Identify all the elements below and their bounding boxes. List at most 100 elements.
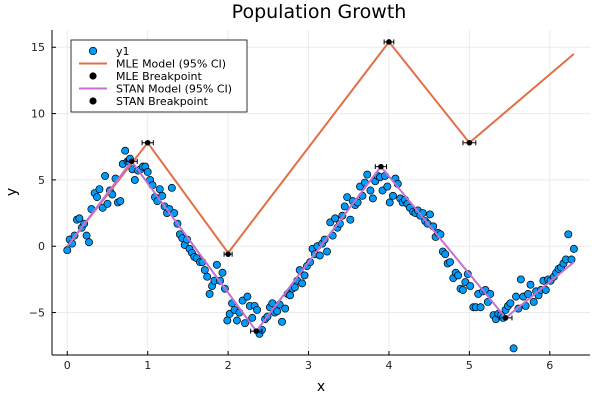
data-point	[509, 344, 518, 353]
legend-label: STAN Breakpoint	[116, 95, 209, 108]
data-point	[298, 279, 307, 288]
data-point	[243, 292, 252, 301]
data-point	[446, 258, 455, 267]
data-point	[241, 319, 249, 328]
legend-label: y1	[116, 45, 130, 58]
data-point	[143, 167, 152, 176]
x-tick-label: 4	[385, 359, 392, 372]
data-point	[567, 255, 576, 264]
legend-box	[70, 39, 248, 113]
data-point	[101, 171, 110, 180]
data-point	[281, 304, 290, 313]
legend-label: MLE Model (95% CI)	[116, 58, 226, 71]
data-point	[343, 193, 352, 202]
data-point	[286, 291, 294, 300]
breakpoint-point	[128, 158, 135, 165]
chart-title: Population Growth	[232, 1, 407, 23]
data-point	[155, 185, 164, 194]
y-tick-label: 10	[31, 108, 45, 121]
data-point	[516, 275, 525, 284]
y-tick-label: 5	[38, 174, 45, 187]
x-axis-label: x	[317, 379, 325, 395]
data-point	[116, 197, 125, 206]
data-point	[366, 186, 375, 195]
breakpoint-point	[378, 163, 384, 170]
data-point	[75, 214, 84, 223]
data-point	[300, 271, 309, 280]
data-point	[385, 198, 394, 207]
data-point	[458, 286, 467, 294]
data-point	[529, 297, 538, 306]
breakpoint-point	[144, 139, 151, 146]
data-point	[278, 317, 286, 326]
legend-label: MLE Breakpoint	[116, 70, 203, 83]
data-point	[248, 313, 257, 322]
legend-label: STAN Model (95% CI)	[116, 83, 232, 96]
data-point	[383, 182, 392, 191]
x-tick-label: 6	[546, 359, 553, 372]
axes	[51, 30, 590, 356]
x-tick-label: 0	[64, 359, 71, 372]
data-point	[506, 299, 515, 308]
y-tick-label: −5	[29, 307, 45, 320]
data-point	[85, 238, 93, 247]
x-tick-label: 2	[225, 359, 232, 372]
data-point	[200, 266, 209, 275]
x-tick-label: 5	[466, 359, 473, 372]
data-point	[218, 268, 227, 277]
data-point	[203, 272, 212, 281]
legend-marker	[89, 97, 97, 105]
data-point	[476, 303, 485, 312]
data-point	[103, 199, 112, 208]
data-point	[93, 193, 101, 202]
legend-marker	[88, 46, 98, 56]
data-point	[121, 146, 130, 155]
data-point	[331, 214, 340, 223]
data-point	[454, 271, 463, 280]
data-point	[253, 305, 262, 314]
legend-marker	[89, 72, 97, 80]
breakpoint-point	[502, 315, 509, 321]
data-point	[526, 280, 535, 289]
y-axis-label: y	[4, 188, 20, 196]
data-point	[273, 307, 282, 316]
data-point	[564, 230, 573, 239]
y-tick-label: 15	[31, 41, 45, 54]
data-point	[389, 191, 397, 200]
breakpoint-point	[225, 251, 231, 257]
data-point	[512, 292, 520, 301]
data-point	[368, 194, 377, 203]
tick-labels: 0 1 2 3 4 5 6 −5 0 5 10 15	[29, 41, 554, 372]
breakpoint-point	[253, 328, 260, 334]
data-point	[541, 286, 550, 294]
data-point	[340, 202, 349, 211]
model-line-1	[66, 40, 575, 254]
data-point	[426, 210, 434, 219]
breakpoint-point	[386, 39, 392, 45]
plot-layer	[63, 39, 578, 353]
x-tick-label: 3	[305, 359, 312, 372]
data-point	[441, 250, 450, 259]
data-point	[63, 246, 72, 255]
data-point	[95, 185, 104, 194]
data-point	[315, 251, 324, 260]
data-point	[524, 290, 533, 298]
data-point	[158, 191, 167, 200]
y-tick-label: 0	[38, 240, 45, 253]
data-point	[233, 316, 241, 325]
x-tick-label: 1	[144, 359, 151, 372]
data-point	[205, 290, 214, 298]
data-point	[363, 170, 372, 179]
data-point	[212, 260, 221, 269]
data-point	[569, 244, 578, 253]
data-point	[466, 282, 475, 290]
data-point	[223, 316, 232, 325]
model-line-3	[66, 160, 575, 333]
breakpoint-point	[466, 139, 473, 146]
data-point	[323, 247, 331, 256]
data-point	[130, 175, 139, 184]
data-point	[82, 231, 91, 240]
data-point	[167, 183, 176, 192]
